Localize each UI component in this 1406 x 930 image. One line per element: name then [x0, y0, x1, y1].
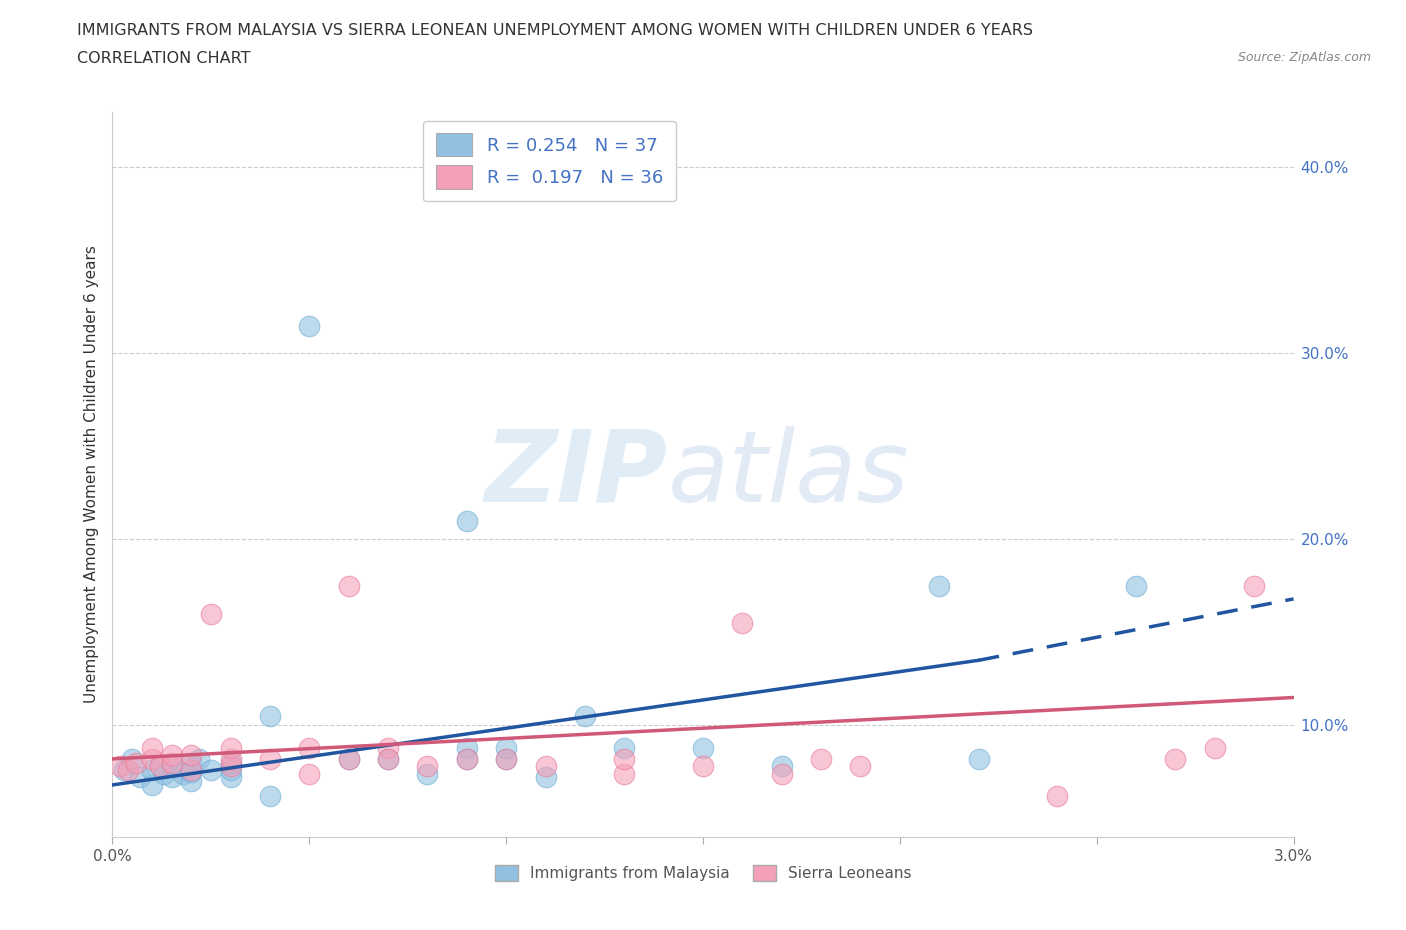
Point [259, 709, 281, 724]
Point [377, 751, 399, 766]
Point [160, 759, 183, 774]
Point [180, 763, 202, 777]
Legend: Immigrants from Malaysia, Sierra Leoneans: Immigrants from Malaysia, Sierra Leonean… [489, 859, 917, 887]
Point [259, 789, 281, 804]
Point [1204, 740, 1226, 755]
Point [456, 513, 478, 528]
Point [160, 770, 183, 785]
Point [337, 578, 360, 593]
Point [180, 748, 202, 763]
Point [495, 751, 517, 766]
Point [152, 766, 174, 781]
Point [495, 751, 517, 766]
Point [534, 770, 557, 785]
Point [188, 751, 211, 766]
Point [613, 751, 636, 766]
Point [337, 751, 360, 766]
Point [180, 755, 202, 770]
Point [112, 763, 135, 777]
Point [125, 755, 148, 770]
Point [219, 755, 242, 770]
Point [219, 740, 242, 755]
Point [110, 759, 132, 774]
Point [731, 616, 754, 631]
Text: IMMIGRANTS FROM MALAYSIA VS SIERRA LEONEAN UNEMPLOYMENT AMONG WOMEN WITH CHILDRE: IMMIGRANTS FROM MALAYSIA VS SIERRA LEONE… [77, 23, 1033, 38]
Point [456, 740, 478, 755]
Point [149, 759, 172, 774]
Point [495, 740, 517, 755]
Point [613, 740, 636, 755]
Point [1125, 578, 1147, 593]
Point [172, 766, 194, 781]
Point [259, 751, 281, 766]
Point [534, 759, 557, 774]
Point [377, 740, 399, 755]
Point [141, 763, 163, 777]
Point [219, 770, 242, 785]
Point [200, 606, 222, 621]
Point [141, 777, 163, 792]
Point [416, 766, 439, 781]
Point [770, 759, 793, 774]
Point [456, 751, 478, 766]
Point [416, 759, 439, 774]
Point [180, 764, 202, 779]
Point [1164, 751, 1187, 766]
Point [967, 751, 990, 766]
Point [141, 740, 163, 755]
Text: atlas: atlas [668, 426, 910, 523]
Point [200, 763, 222, 777]
Point [770, 766, 793, 781]
Point [377, 751, 399, 766]
Point [141, 751, 163, 766]
Point [928, 578, 950, 593]
Point [298, 740, 321, 755]
Point [121, 751, 143, 766]
Point [1243, 578, 1265, 593]
Y-axis label: Unemployment Among Women with Children Under 6 years: Unemployment Among Women with Children U… [83, 246, 98, 703]
Point [117, 763, 139, 777]
Point [810, 751, 832, 766]
Text: CORRELATION CHART: CORRELATION CHART [77, 51, 250, 66]
Point [160, 748, 183, 763]
Point [613, 766, 636, 781]
Point [219, 759, 242, 774]
Point [219, 763, 242, 777]
Text: Source: ZipAtlas.com: Source: ZipAtlas.com [1237, 51, 1371, 64]
Point [456, 751, 478, 766]
Point [129, 770, 152, 785]
Point [692, 740, 714, 755]
Point [574, 709, 596, 724]
Text: ZIP: ZIP [485, 426, 668, 523]
Point [149, 759, 172, 774]
Point [298, 318, 321, 333]
Point [1046, 789, 1069, 804]
Point [219, 751, 242, 766]
Point [337, 751, 360, 766]
Point [160, 755, 183, 770]
Point [849, 759, 872, 774]
Point [298, 766, 321, 781]
Point [692, 759, 714, 774]
Point [180, 774, 202, 789]
